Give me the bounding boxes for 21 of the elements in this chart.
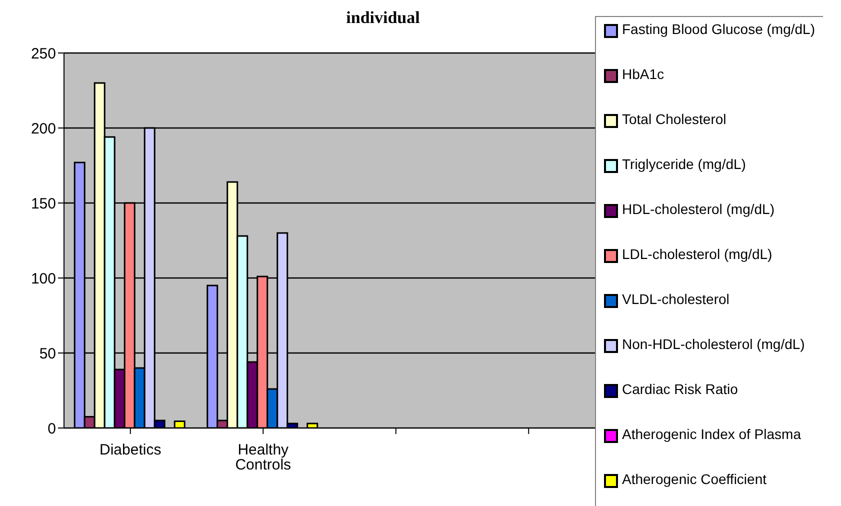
legend-label: Cardiac Risk Ratio <box>622 381 739 397</box>
y-tick-label: 250 <box>30 45 56 62</box>
legend-label: LDL-cholesterol (mg/dL) <box>622 246 774 262</box>
legend-label: Atherogenic Coefficient <box>622 471 768 487</box>
legend-label: HDL-cholesterol (mg/dL) <box>622 201 776 217</box>
x-tick-label: Diabetics <box>100 442 162 459</box>
y-tick-label: 50 <box>39 345 56 362</box>
chart-title: individual <box>345 8 421 28</box>
legend-label: Triglyceride (mg/dL) <box>622 156 747 172</box>
legend-label: Non-HDL-cholesterol (mg/dL) <box>622 336 806 352</box>
y-tick-label: 150 <box>30 195 56 212</box>
legend-label: Fasting Blood Glucose (mg/dL) <box>622 21 816 37</box>
x-tick-label: Healthy Controls <box>235 442 292 474</box>
y-tick-label: 0 <box>48 420 56 438</box>
legend-label: VLDL-cholesterol <box>622 291 730 307</box>
y-tick-label: 100 <box>30 270 56 288</box>
y-tick-label: 200 <box>30 120 56 138</box>
bar <box>174 420 186 428</box>
legend-label: HbA1c <box>622 66 666 82</box>
legend-label: Total Cholesterol <box>622 111 728 127</box>
legend-label: Atherogenic Index of Plasma <box>622 426 802 442</box>
